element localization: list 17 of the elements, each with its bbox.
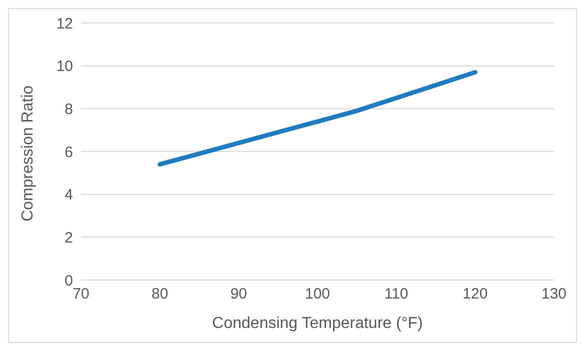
y-tick-label: 0 <box>64 272 73 290</box>
x-tick-label: 120 <box>462 286 488 303</box>
y-tick-label: 12 <box>56 15 73 32</box>
x-tick-label: 80 <box>151 286 168 303</box>
y-tick-label: 10 <box>56 58 73 76</box>
y-tick-label: 4 <box>64 186 73 204</box>
x-tick-label: 100 <box>304 286 330 303</box>
x-tick-label: 90 <box>230 286 248 303</box>
y-tick-label: 2 <box>64 229 73 246</box>
line-series <box>158 70 478 167</box>
x-tick-label: 110 <box>384 286 408 303</box>
x-tick-label: 130 <box>541 286 567 303</box>
x-axis-title: Condensing Temperature (°F) <box>212 315 423 332</box>
y-tick-label: 8 <box>64 100 73 118</box>
x-tick-label: 70 <box>72 286 90 303</box>
y-axis-title: Compression Ratio <box>20 85 37 222</box>
y-tick-label: 6 <box>64 144 73 161</box>
